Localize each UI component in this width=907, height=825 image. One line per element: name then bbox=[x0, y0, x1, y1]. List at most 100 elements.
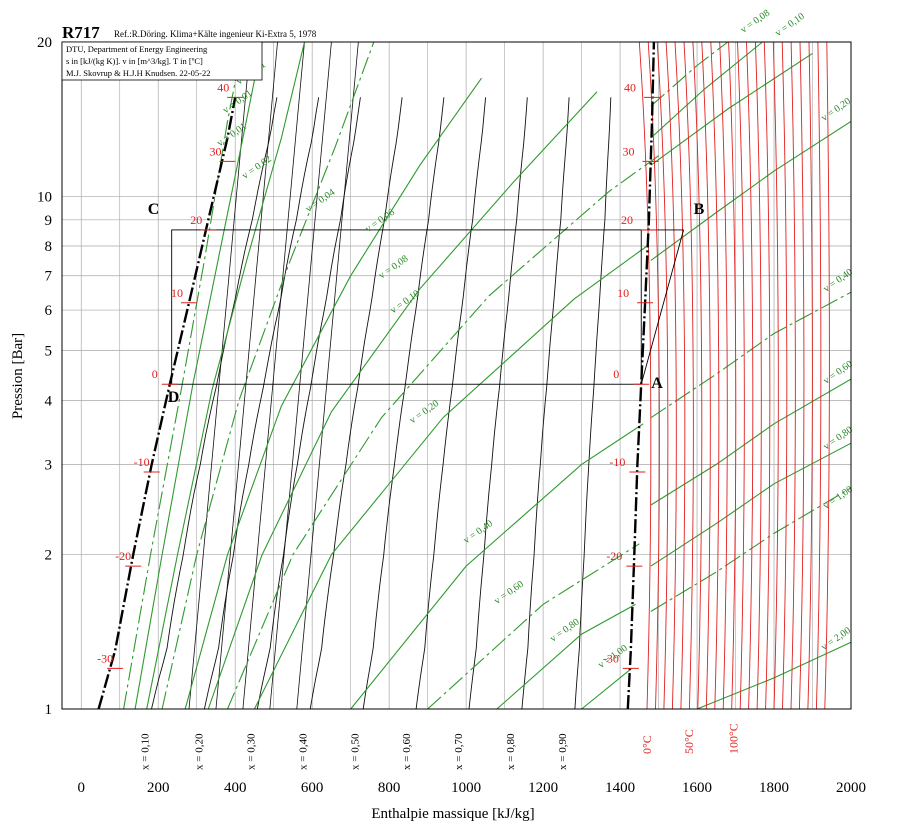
info-box bbox=[61, 41, 263, 81]
specific-volume-curve-3 bbox=[161, 41, 375, 710]
specific-volume-label: v = 0,20 bbox=[408, 398, 441, 426]
specific-volume-label: v = 0,08 bbox=[377, 253, 410, 281]
sat-temp-label-liquid: -30 bbox=[97, 651, 113, 665]
x-tick-label: 1400 bbox=[605, 780, 635, 796]
grid bbox=[62, 41, 852, 710]
sat-temp-label-vapor: 0 bbox=[613, 367, 619, 381]
info-line-2: s in [kJ/(kg K)]. v in [m^3/kg]. T in [º… bbox=[66, 56, 203, 66]
compression-line bbox=[640, 229, 685, 385]
quality-label: x = 0,80 bbox=[505, 733, 517, 770]
x-tick-label: 800 bbox=[378, 780, 401, 796]
sat-temp-label-vapor: 30 bbox=[622, 144, 634, 158]
specific-volume-label: v = 0,80 bbox=[821, 424, 854, 452]
isotherm-curve-16 bbox=[781, 41, 788, 710]
sat-temp-label-vapor: 10 bbox=[617, 286, 629, 300]
y-tick-label: 5 bbox=[45, 344, 53, 360]
x-tick-label: 1200 bbox=[528, 780, 558, 796]
quality-line-4 bbox=[309, 97, 403, 710]
y-tick-label: 2 bbox=[45, 548, 53, 564]
specific-volume-curve-20 bbox=[650, 52, 813, 166]
quality-line-6 bbox=[415, 97, 487, 710]
specific-volume-curve-5 bbox=[207, 91, 598, 710]
sat-temp-label-liquid: 10 bbox=[171, 286, 183, 300]
specific-volume-label: v = 0,20 bbox=[819, 96, 852, 124]
x-tick-label: 1600 bbox=[682, 780, 712, 796]
specific-volume-label: v = 0,40 bbox=[462, 518, 495, 546]
specific-volume-curve-19 bbox=[650, 41, 763, 139]
y-tick-label: 7 bbox=[45, 269, 53, 285]
x-tick-label: 2000 bbox=[836, 780, 866, 796]
quality-line-2 bbox=[203, 97, 320, 710]
specific-volume-label: v = 0,60 bbox=[492, 579, 525, 607]
sat-temp-label-liquid: 40 bbox=[217, 80, 229, 94]
isotherm-curve-7 bbox=[701, 41, 711, 710]
cycle-point-C: C bbox=[148, 201, 160, 218]
quality-label: x = 0,10 bbox=[140, 733, 152, 770]
specific-volume-curve-9 bbox=[427, 543, 640, 710]
chart-title: R717 bbox=[62, 23, 100, 42]
axis-ticks: 0 200 400 600 800 1000 1200 1400 1600 1800 2000123… bbox=[37, 35, 866, 796]
isotherm-curve-14 bbox=[763, 41, 771, 710]
quality-line-1 bbox=[151, 97, 278, 710]
y-tick-label: 1 bbox=[45, 702, 53, 718]
quality-line-5 bbox=[362, 97, 445, 710]
sat-temp-label-vapor: 40 bbox=[624, 80, 636, 94]
specific-volume-curve-7 bbox=[253, 245, 648, 710]
specific-volume-curve-18 bbox=[650, 41, 729, 107]
isotherm-curve-8 bbox=[710, 41, 720, 710]
specific-volume-lines bbox=[123, 41, 852, 710]
isotherm-curve-2 bbox=[656, 41, 669, 710]
quality-line-7 bbox=[468, 97, 528, 710]
specific-volume-curve-6 bbox=[226, 155, 659, 710]
y-tick-label: 20 bbox=[37, 35, 52, 51]
info-line-1: DTU, Department of Energy Engineering bbox=[66, 44, 208, 54]
specific-volume-curve-1 bbox=[134, 41, 263, 710]
specific-volume-label: v = 0,06 bbox=[363, 207, 396, 235]
sat-temp-label-liquid: 0 bbox=[152, 367, 158, 381]
specific-volume-label: v = 1,00 bbox=[821, 484, 854, 512]
cycle-point-D: D bbox=[168, 389, 180, 406]
x-axis-label: Enthalpie massique [kJ/kg] bbox=[371, 806, 534, 822]
isotherm-lines bbox=[638, 41, 830, 710]
plot-frame bbox=[61, 41, 852, 710]
specific-volume-label: v = 0,40 bbox=[821, 267, 854, 295]
cycle-rectangle bbox=[171, 229, 642, 385]
isotherm-curve-1 bbox=[647, 41, 660, 710]
specific-volume-label: v = 0,10 bbox=[773, 11, 806, 39]
isotherm-curve-11 bbox=[737, 41, 745, 710]
sat-temp-label-vapor: -20 bbox=[606, 549, 622, 563]
isotherm-curve-12 bbox=[746, 41, 754, 710]
x-tick-label: 0 bbox=[77, 780, 85, 796]
specific-volume-label: v = 0,02 bbox=[240, 154, 273, 182]
isotherm-label: 50°C bbox=[682, 729, 696, 754]
sat-temp-label-liquid: -10 bbox=[134, 455, 150, 469]
specific-volume-curve-2 bbox=[146, 41, 306, 710]
y-tick-label: 9 bbox=[45, 213, 53, 229]
specific-volume-label: v = 1,00 bbox=[596, 643, 629, 671]
isotherm-curve-15 bbox=[772, 41, 779, 710]
isotherm-curve-10 bbox=[728, 41, 737, 710]
isotherm-curve-6 bbox=[692, 41, 703, 710]
isentrope-extra-3 bbox=[269, 41, 332, 710]
specific-volume-curve-12 bbox=[650, 291, 852, 419]
isotherm-curve-21 bbox=[824, 41, 830, 710]
specific-volume-curve-0 bbox=[123, 41, 244, 710]
quality-label: x = 0,50 bbox=[349, 733, 361, 770]
sat-temp-label-liquid: 30 bbox=[209, 144, 221, 158]
isotherm-curve-17 bbox=[790, 41, 796, 710]
isotherm-curve-20 bbox=[815, 41, 822, 710]
isotherm-label: 100°C bbox=[726, 723, 740, 754]
info-line-3: M.J. Skovrup & H.J.H Knudsen. 22-05-22 bbox=[66, 68, 211, 78]
cycle-point-B: B bbox=[694, 201, 705, 218]
x-tick-label: 200 bbox=[147, 780, 170, 796]
y-tick-label: 10 bbox=[37, 189, 52, 205]
saturation-dome bbox=[97, 41, 656, 710]
sat-temp-label-vapor: 20 bbox=[621, 213, 633, 227]
isotherm-label: 0°C bbox=[640, 735, 654, 754]
isotherm-curve-5 bbox=[683, 41, 694, 710]
quality-label: x = 0,20 bbox=[193, 733, 205, 770]
y-tick-label: 4 bbox=[45, 393, 53, 409]
specific-volume-curve-11 bbox=[581, 667, 632, 710]
quality-lines bbox=[151, 41, 612, 710]
sat-temp-label-liquid: 20 bbox=[190, 213, 202, 227]
